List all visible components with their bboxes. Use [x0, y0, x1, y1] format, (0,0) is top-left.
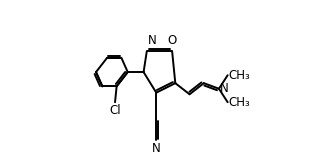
Text: Cl: Cl: [109, 104, 121, 117]
Text: CH₃: CH₃: [228, 69, 250, 82]
Text: CH₃: CH₃: [228, 96, 250, 109]
Text: O: O: [168, 35, 177, 48]
Text: N: N: [220, 82, 228, 95]
Text: N: N: [152, 142, 161, 155]
Text: N: N: [148, 35, 157, 48]
